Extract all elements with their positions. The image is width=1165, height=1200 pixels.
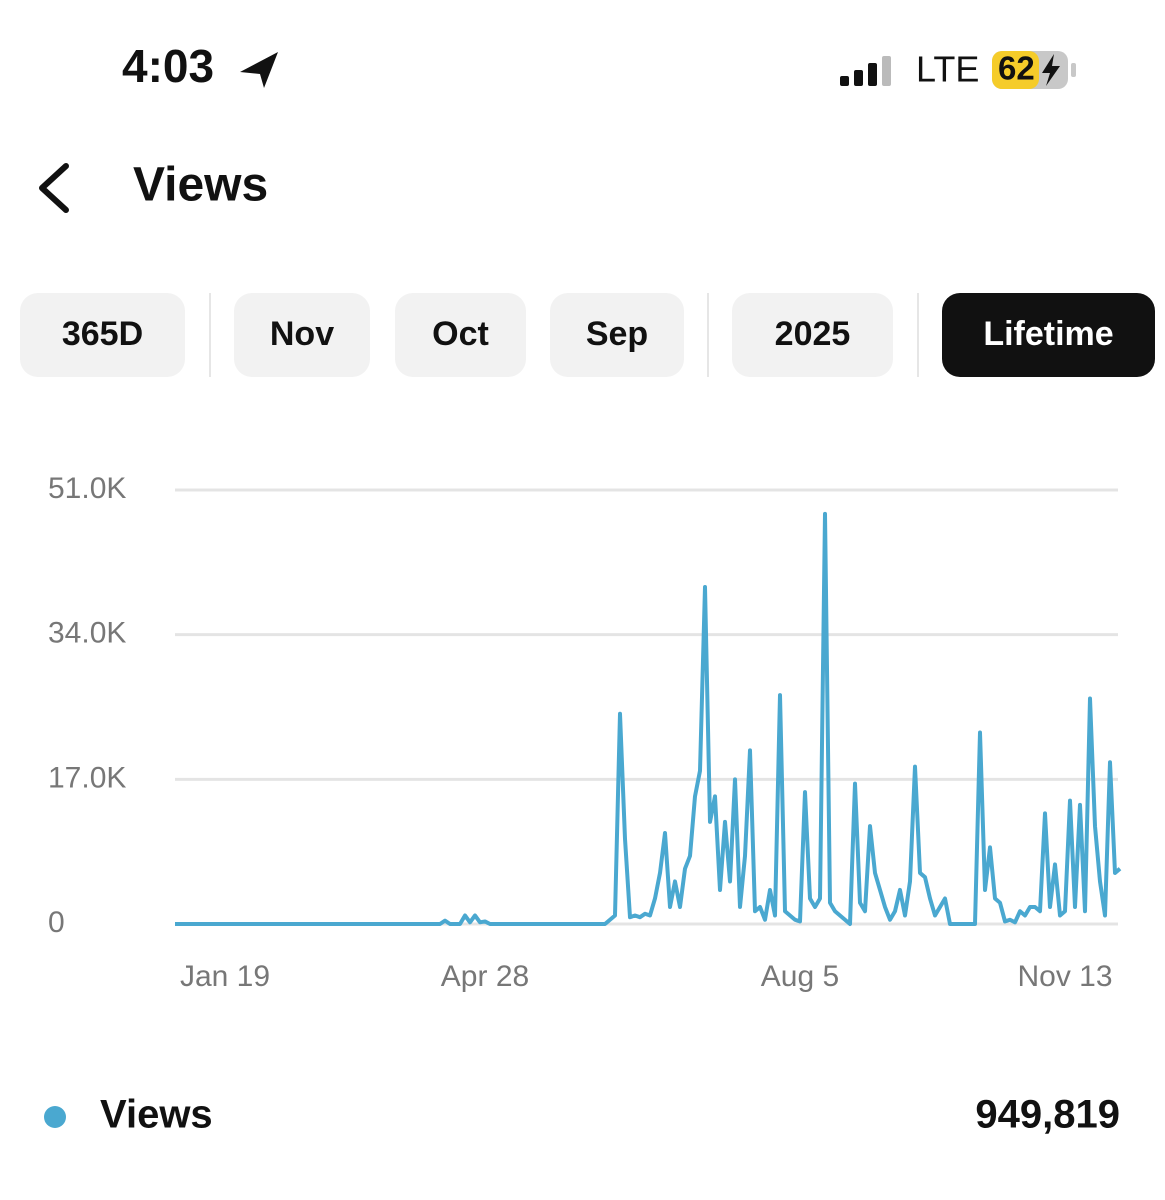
status-time: 4:03	[122, 40, 214, 92]
tab[interactable]: 365D	[20, 293, 185, 377]
y-tick-label: 51.0K	[48, 472, 126, 505]
x-tick-label: Aug 5	[761, 960, 839, 993]
tab[interactable]: Nov	[234, 293, 370, 377]
tab[interactable]: 2025	[732, 293, 893, 377]
tab-label[interactable]: Sep	[586, 315, 648, 353]
tab[interactable]: Oct	[395, 293, 526, 377]
back-button[interactable]	[39, 163, 69, 213]
tab-background[interactable]	[20, 293, 185, 377]
y-tick-label: 17.0K	[48, 761, 126, 794]
tab[interactable]: Lifetime	[942, 293, 1155, 377]
tab-label[interactable]: Oct	[432, 315, 489, 353]
legend-label: Views	[100, 1093, 213, 1137]
tab[interactable]: Sep	[550, 293, 684, 377]
tab-label[interactable]: 365D	[62, 315, 143, 353]
y-tick-label: 34.0K	[48, 617, 126, 650]
tab-label[interactable]: 2025	[775, 315, 851, 353]
tab-label[interactable]: Nov	[270, 315, 334, 353]
x-tick-label: Nov 13	[1017, 960, 1112, 993]
location-icon	[240, 52, 278, 88]
tab-background[interactable]	[942, 293, 1155, 377]
status-network: LTE	[916, 49, 979, 90]
battery-icon	[992, 51, 1076, 89]
battery-level: 62	[998, 50, 1035, 87]
y-tick-label: 0	[48, 906, 65, 939]
tab-background[interactable]	[550, 293, 684, 377]
tab-label[interactable]: Lifetime	[983, 315, 1113, 353]
legend-dot	[44, 1106, 66, 1128]
series-line	[175, 511, 1122, 926]
tab-background[interactable]	[395, 293, 526, 377]
x-tick-label: Apr 28	[441, 960, 529, 993]
signal-icon	[840, 56, 891, 86]
page-title: Views	[133, 159, 268, 212]
tab-background[interactable]	[234, 293, 370, 377]
total-value: 949,819	[975, 1093, 1120, 1137]
x-tick-label: Jan 19	[180, 960, 270, 993]
tab-background[interactable]	[732, 293, 893, 377]
